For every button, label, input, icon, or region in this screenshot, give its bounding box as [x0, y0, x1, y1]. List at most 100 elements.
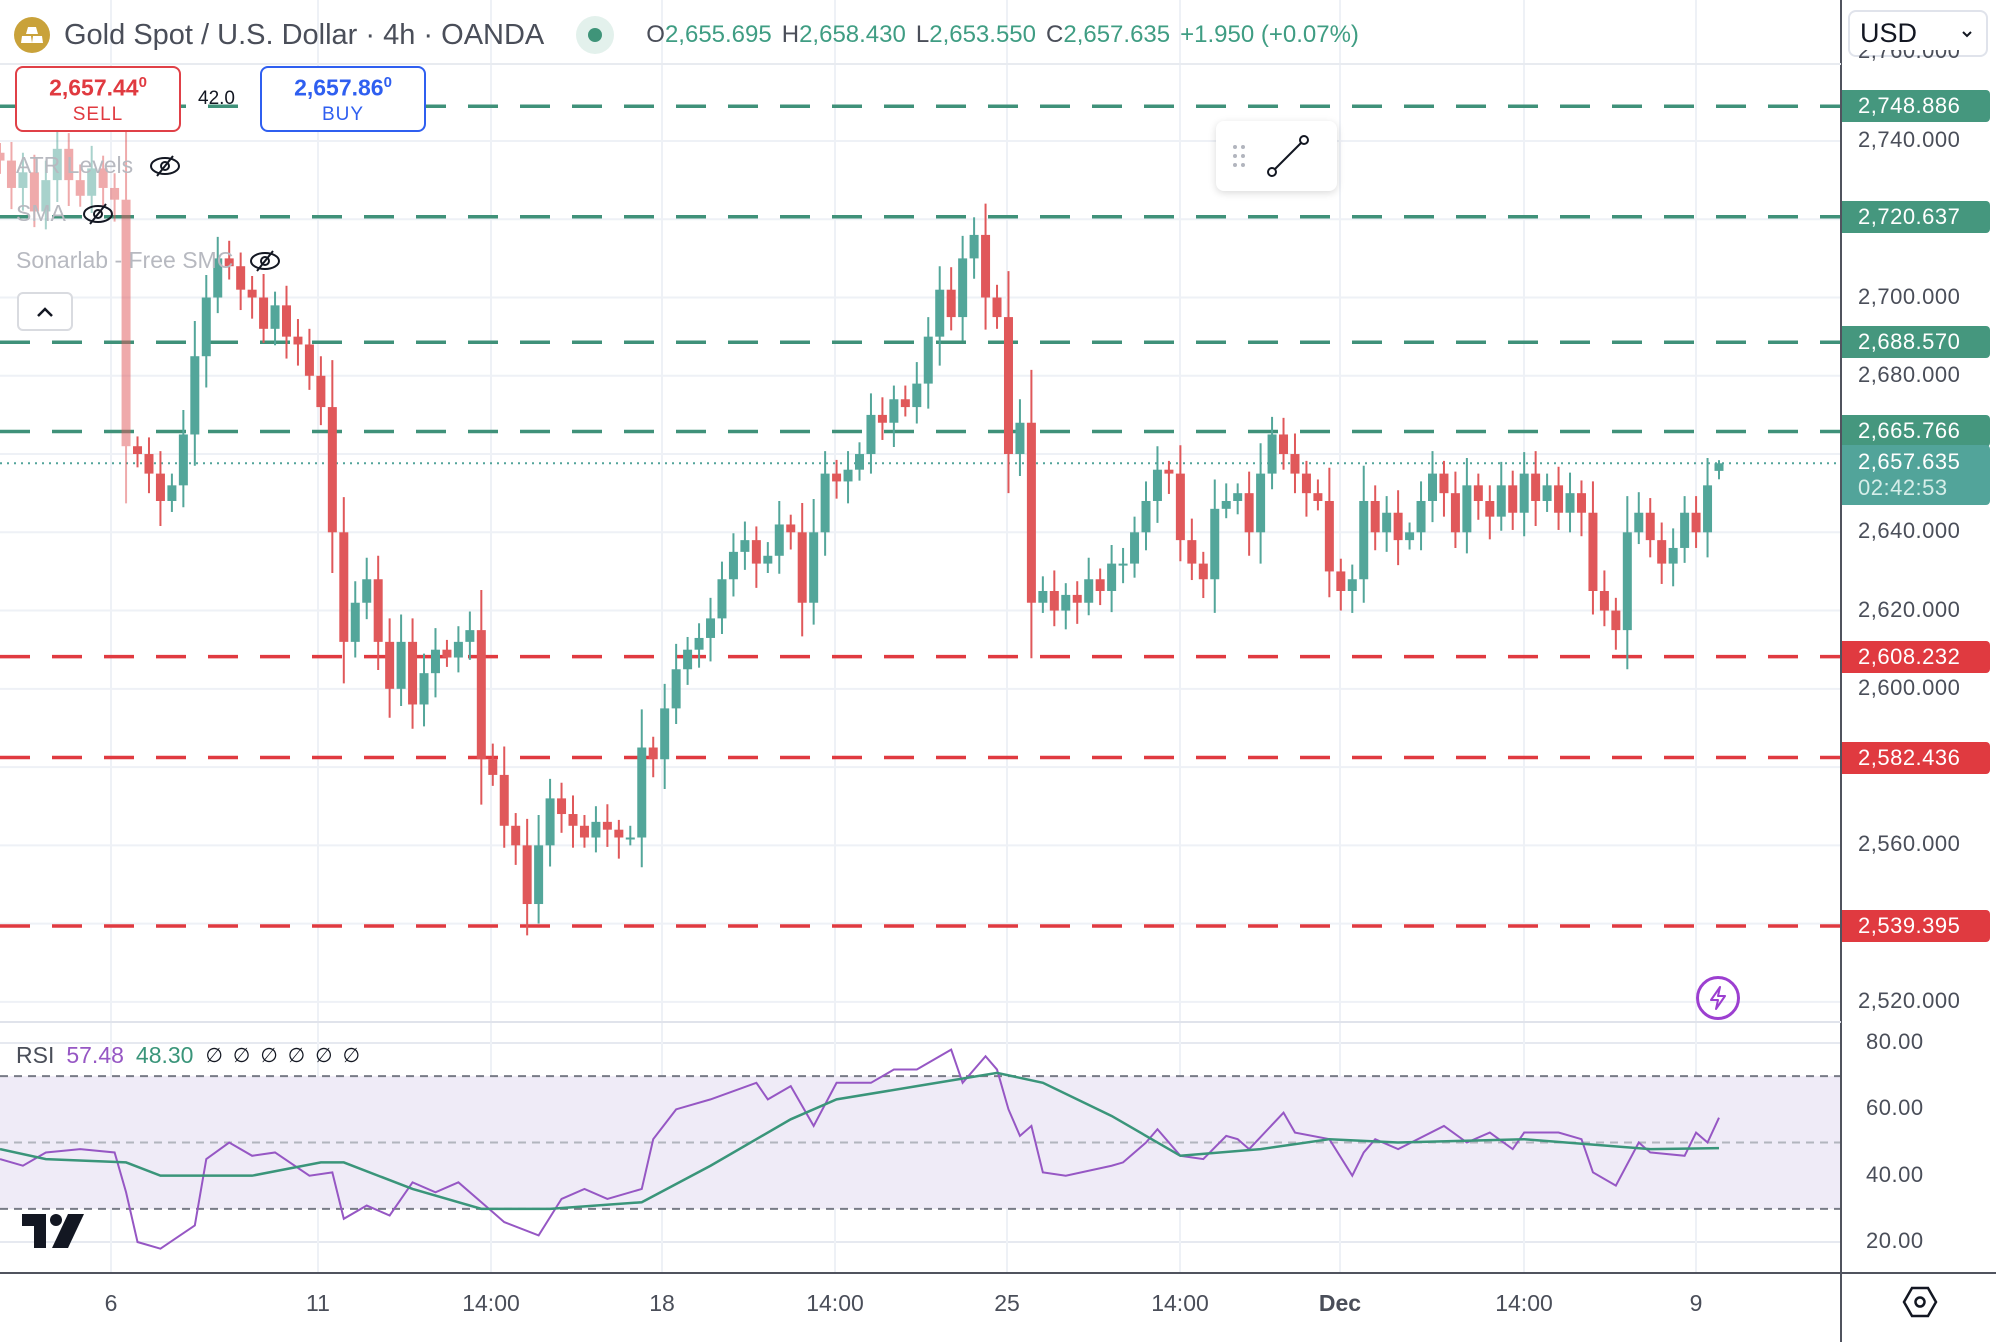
candle-body — [190, 356, 200, 435]
candle — [1061, 583, 1071, 630]
rsi-legend[interactable]: RSI 57.48 48.30 ∅∅∅∅∅∅ — [16, 1042, 370, 1069]
candle — [1164, 460, 1174, 494]
candle-body — [488, 759, 498, 775]
candle-body — [1485, 500, 1495, 517]
collapse-legend-button[interactable] — [17, 292, 73, 331]
level-price-tag: 2,539.395 — [1842, 909, 1990, 942]
candle-body — [992, 297, 1002, 318]
indicator-sma[interactable]: SMA — [16, 200, 114, 227]
candle-body — [683, 649, 693, 670]
candle — [946, 267, 956, 331]
drag-handle-icon[interactable] — [1232, 143, 1246, 169]
candle-body — [1588, 512, 1598, 591]
candle — [430, 628, 440, 698]
candle — [591, 806, 601, 853]
candle — [763, 542, 773, 573]
eye-off-icon[interactable] — [82, 202, 114, 226]
candle — [1714, 460, 1724, 480]
candle — [453, 626, 463, 673]
candle — [213, 236, 223, 314]
candle-body — [579, 825, 589, 838]
price-tick-label: 2,600.000 — [1858, 674, 1961, 700]
candle-body — [1164, 469, 1174, 474]
currency-select[interactable]: USD — [1848, 10, 1988, 57]
candle — [1576, 480, 1586, 537]
candle-body — [1256, 473, 1266, 533]
candle — [121, 122, 131, 504]
buy-button[interactable]: 2,657.860 BUY — [260, 66, 426, 132]
candle — [511, 813, 521, 865]
candle-body — [1519, 473, 1529, 513]
candle-body — [557, 798, 567, 815]
candle-body — [385, 641, 395, 689]
candle-body — [1233, 493, 1243, 501]
trend-line-icon[interactable] — [1264, 132, 1312, 180]
candle — [1015, 399, 1025, 476]
symbol-title[interactable]: Gold Spot / U.S. Dollar · 4h · OANDA — [64, 18, 545, 51]
candle-body — [1370, 500, 1380, 533]
candle-body — [350, 602, 360, 642]
rsi-band-fill — [0, 1076, 1841, 1209]
candle — [1221, 483, 1231, 519]
candle-body — [1439, 473, 1449, 494]
candle — [1622, 496, 1632, 670]
candle — [832, 459, 842, 499]
candle-body — [110, 187, 120, 200]
candle-body — [912, 383, 922, 408]
current-price-value: 2,657.635 — [1858, 449, 1961, 475]
settings-icon[interactable] — [1902, 1284, 1938, 1325]
candle — [1095, 568, 1105, 606]
sell-button[interactable]: 2,657.440 SELL — [15, 66, 181, 132]
candle-body — [660, 708, 670, 760]
candle-body — [339, 532, 349, 642]
candle — [64, 133, 74, 206]
candle — [327, 360, 337, 573]
candle — [809, 499, 819, 625]
candle-body — [1622, 532, 1632, 631]
candle — [648, 736, 658, 778]
candle — [1233, 483, 1243, 515]
candle — [1416, 481, 1426, 551]
chevron-up-icon — [37, 306, 53, 317]
ohlc-readout: O2,655.695 H2,658.430 L2,653.550 C2,657.… — [646, 21, 1359, 48]
candle-body — [29, 172, 39, 212]
candle — [1198, 551, 1208, 599]
candle-body — [1210, 508, 1220, 580]
candle-body — [1496, 485, 1506, 517]
drawing-toolbar[interactable] — [1216, 121, 1337, 191]
candle — [1313, 479, 1323, 511]
market-open-indicator[interactable] — [576, 16, 615, 54]
candle — [740, 521, 750, 570]
candle — [1026, 369, 1036, 659]
time-tick-label: 25 — [994, 1290, 1020, 1316]
candle-body — [774, 524, 784, 556]
candle-body — [648, 747, 658, 760]
candle — [545, 778, 555, 867]
candle — [1703, 457, 1713, 558]
eye-off-icon[interactable] — [149, 154, 181, 178]
candle-body — [1645, 512, 1655, 541]
indicator-atr-levels[interactable]: ATR Levels — [16, 152, 181, 179]
candle-body — [1026, 422, 1036, 603]
candle-body — [1347, 579, 1357, 591]
eye-off-icon[interactable] — [249, 249, 281, 273]
candle — [1485, 485, 1495, 540]
candle — [866, 393, 876, 474]
candle-body — [1244, 493, 1254, 533]
candle-body — [946, 289, 956, 318]
candle — [236, 252, 246, 311]
alerts-lightning-button[interactable] — [1696, 976, 1740, 1020]
candle — [178, 410, 188, 508]
candle — [1141, 481, 1151, 551]
time-tick-label: 9 — [1689, 1290, 1703, 1316]
tradingview-logo[interactable] — [22, 1214, 84, 1253]
level-price-tag: 2,665.766 — [1842, 415, 1990, 448]
candle-body — [1313, 493, 1323, 501]
candle-body — [259, 297, 269, 329]
candle-body — [602, 821, 612, 830]
indicator-sonarlab-smc[interactable]: Sonarlab - Free SMC — [16, 247, 281, 274]
candle-body — [1531, 473, 1541, 501]
candle — [1599, 570, 1609, 627]
candle — [889, 385, 899, 447]
